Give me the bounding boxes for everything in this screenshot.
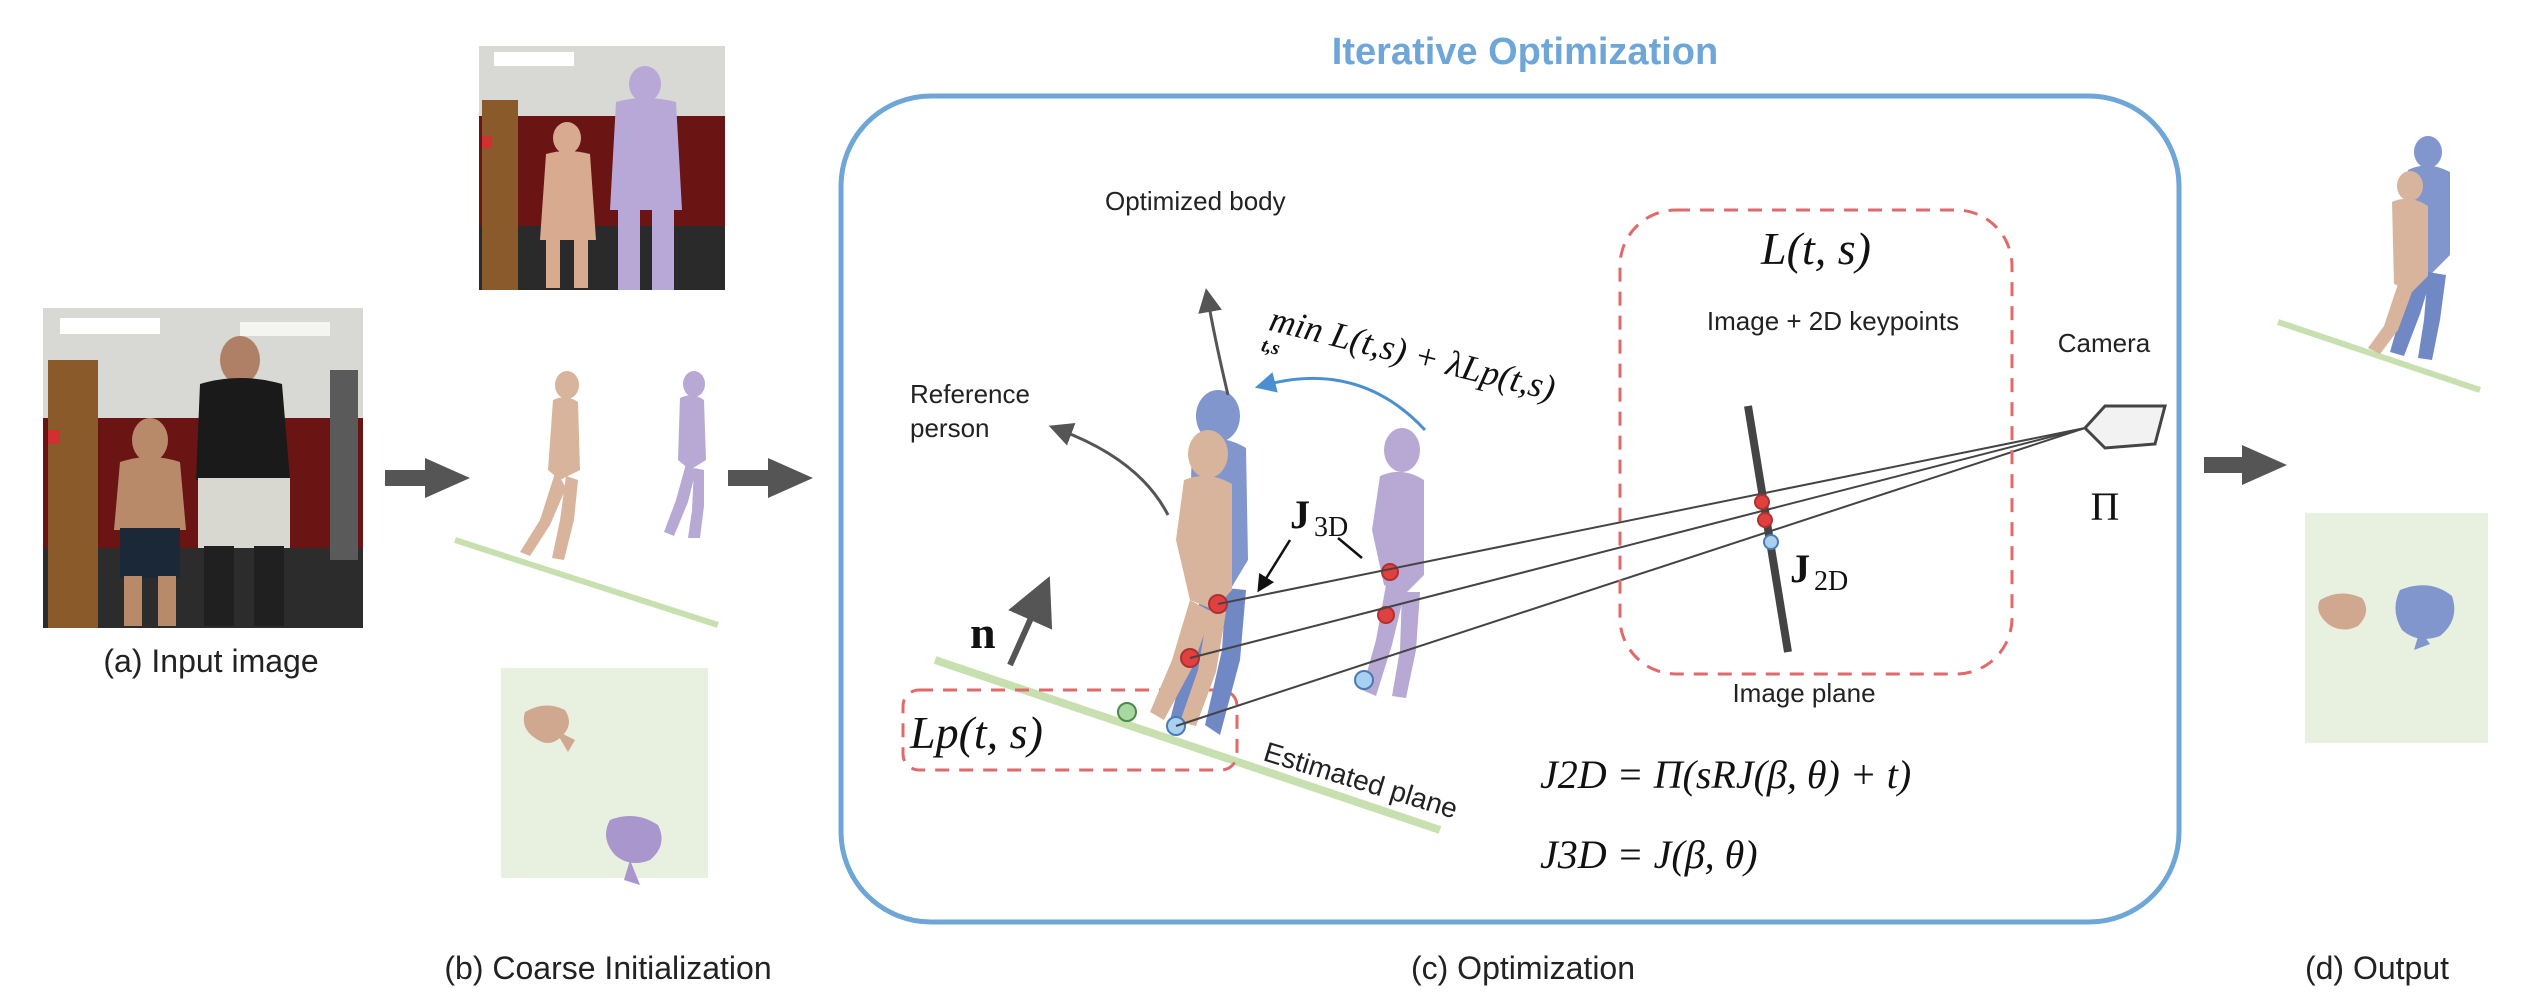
svg-text:min L(t,s) + λLp(t,s): min L(t,s) + λLp(t,s) [1266,299,1560,409]
svg-text:3D: 3D [1314,512,1348,543]
right-arrow-icon [2204,445,2287,485]
image-plane-line [1744,405,1792,653]
j3d-arrow-right [1337,537,1363,559]
normal-arrow [1007,576,1053,667]
keypoint-foot-init [1354,670,1374,690]
iterative-optimization-title: Iterative Optimization [1332,31,1718,73]
image-keypoints-label: Image + 2D keypoints [1707,306,1959,336]
keypoint-2d-upper [1754,494,1770,510]
output-side-view [2277,136,2481,393]
j3d-label: J 3D [1290,492,1348,543]
projection-rays [1175,427,2086,727]
keypoint-2d-foot [1763,534,1779,550]
plane-loss-label: Lp(t, s) [909,707,1043,758]
optimized-arrow [1198,288,1230,396]
reference-person-label-2: person [910,413,990,443]
input-caption: (a) Input image [103,643,318,679]
joint-equation: J3D = J(β, θ) [1540,832,1758,877]
camera-icon [2082,404,2167,450]
j3d-arrow-left [1257,539,1292,593]
projection-symbol: Π [2091,484,2120,529]
projection-equation: J2D = Π(sRJ(β, θ) + t) [1540,752,1911,797]
coarse-caption: (b) Coarse Initialization [444,950,771,986]
svg-text:J: J [1790,546,1810,591]
j2d-label: J 2D [1790,546,1848,597]
keypoint-3d-init-upper [1381,563,1399,581]
svg-text:J: J [1290,492,1310,537]
coarse-init-overlay-photo [479,46,725,290]
iteration-arrow [1254,372,1427,432]
estimated-plane [933,656,1442,834]
image-loss-label: L(t, s) [1760,223,1871,274]
svg-text:t,s: t,s [1259,334,1282,360]
plane-loss-box [901,688,1239,772]
input-photo [43,308,363,628]
initial-body [1362,428,1424,698]
right-arrow-icon [385,458,470,498]
right-arrow-icon [728,458,813,498]
reference-arrow [1048,422,1170,516]
keypoint-foot-reference [1117,702,1137,722]
coarse-init-side-view [454,371,719,628]
image-loss-box [1618,208,2014,676]
svg-text:2D: 2D [1814,566,1848,597]
reference-person-label-1: Reference [910,379,1030,409]
normal-symbol: n [970,607,996,658]
optimization-frame [838,93,2182,925]
output-caption: (d) Output [2305,950,2449,986]
objective-label: min L(t,s) + λLp(t,s) t,s [1259,299,1560,409]
camera-label: Camera [2058,328,2151,358]
output-top-view [2305,513,2488,743]
coarse-init-top-view [501,668,708,885]
keypoint-2d-lower [1757,512,1773,528]
image-plane-label: Image plane [1732,678,1875,708]
optimization-caption: (c) Optimization [1411,950,1635,986]
optimized-body-label: Optimized body [1105,186,1286,216]
